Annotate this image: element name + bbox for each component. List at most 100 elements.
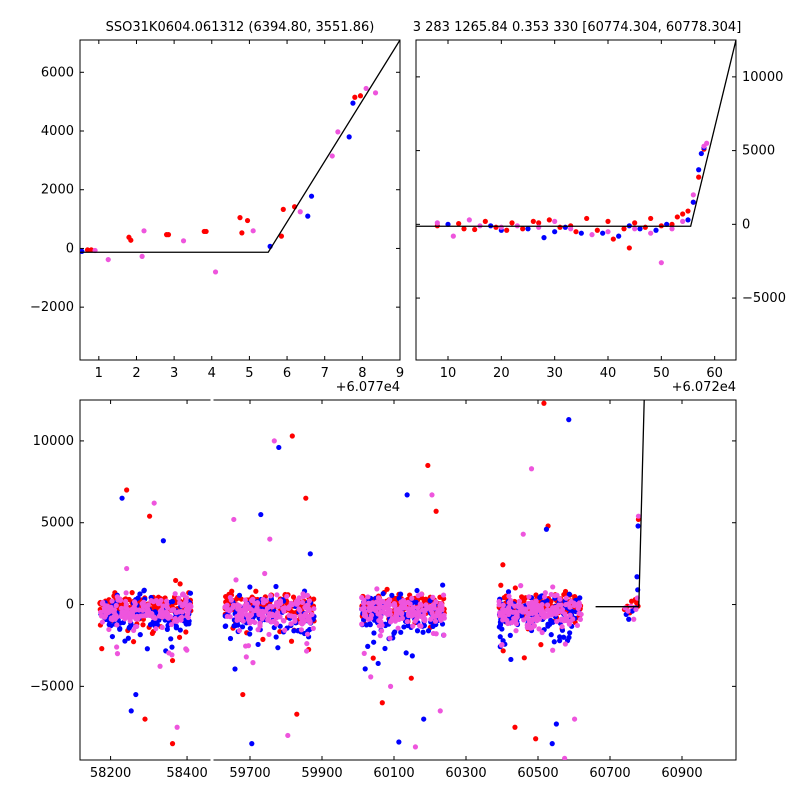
data-point bbox=[278, 600, 284, 606]
data-point bbox=[555, 609, 561, 615]
data-point bbox=[423, 602, 429, 608]
data-point bbox=[236, 603, 243, 609]
data-point bbox=[242, 603, 248, 609]
data-point bbox=[384, 610, 391, 616]
data-point bbox=[151, 500, 157, 506]
data-point bbox=[106, 626, 112, 633]
data-point bbox=[648, 215, 654, 222]
data-point bbox=[127, 618, 133, 624]
data-point bbox=[556, 602, 562, 608]
data-point bbox=[119, 609, 125, 615]
data-point bbox=[329, 153, 335, 159]
data-point bbox=[428, 607, 434, 613]
data-point bbox=[254, 605, 260, 611]
data-point bbox=[539, 629, 545, 636]
data-point bbox=[164, 609, 170, 615]
data-point bbox=[634, 574, 640, 580]
data-point bbox=[288, 638, 295, 644]
data-point bbox=[180, 238, 187, 244]
data-point bbox=[571, 716, 578, 722]
data-point bbox=[373, 599, 380, 605]
data-point bbox=[157, 663, 163, 669]
data-point bbox=[429, 492, 435, 498]
data-point bbox=[513, 628, 519, 634]
x-tick-label: 4 bbox=[208, 366, 216, 381]
data-point bbox=[402, 605, 408, 611]
data-point bbox=[496, 624, 502, 630]
data-point bbox=[567, 630, 573, 636]
data-point bbox=[563, 595, 569, 601]
data-point bbox=[559, 608, 565, 615]
data-point bbox=[685, 208, 691, 214]
data-point bbox=[690, 192, 696, 198]
data-point bbox=[224, 607, 231, 613]
data-point bbox=[548, 591, 554, 598]
data-point bbox=[130, 614, 136, 620]
data-point bbox=[368, 674, 374, 680]
data-point bbox=[371, 639, 377, 645]
data-point bbox=[357, 93, 364, 99]
data-point bbox=[277, 623, 283, 629]
data-point bbox=[530, 604, 536, 610]
data-point bbox=[126, 625, 132, 631]
data-point bbox=[284, 593, 290, 599]
data-point bbox=[398, 591, 404, 597]
x-offset-label: +6.072e4 bbox=[672, 380, 736, 395]
data-point bbox=[456, 220, 462, 227]
data-point bbox=[365, 594, 371, 600]
axes-frame bbox=[79, 39, 401, 361]
data-point bbox=[239, 614, 245, 621]
data-point bbox=[164, 626, 170, 632]
x-tick-label: 30 bbox=[546, 366, 563, 381]
data-point bbox=[425, 462, 431, 469]
data-point bbox=[531, 622, 537, 629]
data-point bbox=[177, 600, 183, 606]
data-point bbox=[541, 235, 547, 241]
data-point bbox=[294, 711, 300, 717]
data-point bbox=[632, 226, 638, 232]
x-tick-label: 60900 bbox=[661, 766, 702, 781]
data-point bbox=[257, 620, 263, 626]
data-point bbox=[299, 621, 305, 627]
data-point bbox=[500, 648, 506, 654]
data-point bbox=[247, 631, 253, 637]
data-point bbox=[387, 683, 394, 689]
data-point bbox=[536, 224, 542, 230]
data-point bbox=[399, 610, 405, 616]
data-point bbox=[696, 174, 702, 180]
data-point bbox=[124, 487, 130, 493]
data-point bbox=[548, 610, 554, 616]
data-point bbox=[541, 400, 547, 406]
x-tick-label: 7 bbox=[321, 366, 329, 381]
data-point bbox=[108, 616, 114, 622]
data-point bbox=[499, 642, 505, 648]
data-point bbox=[440, 592, 447, 598]
plot-area bbox=[97, 400, 645, 760]
data-point bbox=[270, 618, 277, 624]
data-point bbox=[177, 581, 183, 587]
data-point bbox=[525, 226, 531, 232]
data-point bbox=[553, 721, 559, 727]
data-point bbox=[398, 629, 404, 635]
data-point bbox=[298, 627, 305, 633]
data-point bbox=[575, 605, 581, 612]
data-point bbox=[232, 666, 238, 672]
data-point bbox=[567, 612, 573, 618]
data-point bbox=[292, 618, 298, 624]
data-point bbox=[236, 627, 243, 634]
data-point bbox=[562, 755, 568, 760]
data-point bbox=[570, 616, 576, 622]
data-point bbox=[247, 620, 253, 626]
data-point bbox=[243, 654, 249, 660]
data-point bbox=[240, 691, 246, 698]
data-point bbox=[680, 211, 686, 217]
data-point bbox=[168, 636, 174, 642]
data-point bbox=[577, 595, 583, 601]
data-point bbox=[605, 218, 611, 224]
data-point bbox=[411, 612, 417, 618]
data-point bbox=[134, 613, 140, 619]
x-tick-label: 60700 bbox=[589, 766, 630, 781]
data-point bbox=[290, 594, 297, 600]
data-point bbox=[552, 229, 558, 235]
data-point bbox=[568, 226, 574, 232]
